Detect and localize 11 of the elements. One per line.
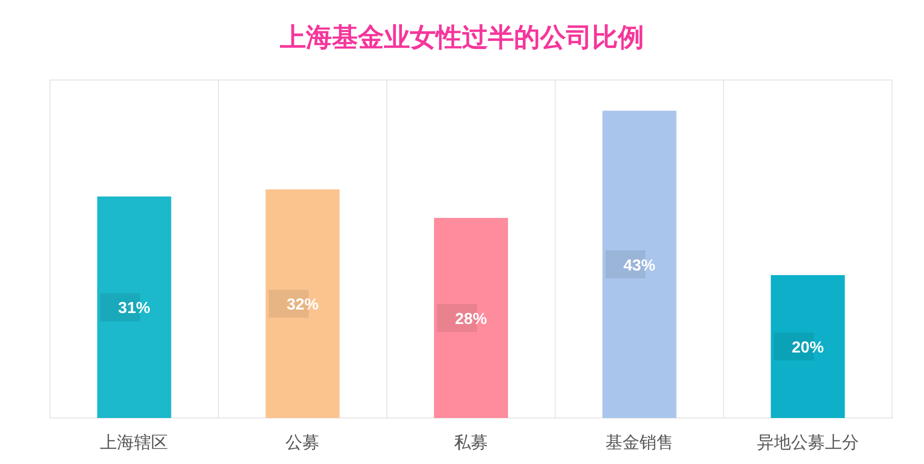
x-tick-label: 公募: [286, 433, 320, 452]
data-label: 43%: [623, 257, 656, 274]
data-label: 28%: [454, 310, 488, 328]
x-tick-label: 异地公募上分: [756, 433, 859, 452]
data-label: 31%: [118, 300, 150, 318]
data-label: 32%: [286, 296, 319, 314]
chart-title: 上海基金业女性过半的公司比例: [279, 22, 644, 52]
x-tick-label: 基金销售: [605, 433, 674, 452]
x-tick-label: 上海辖区: [100, 433, 168, 452]
x-tick-label: 私募: [454, 433, 488, 452]
data-label: 20%: [792, 340, 824, 357]
